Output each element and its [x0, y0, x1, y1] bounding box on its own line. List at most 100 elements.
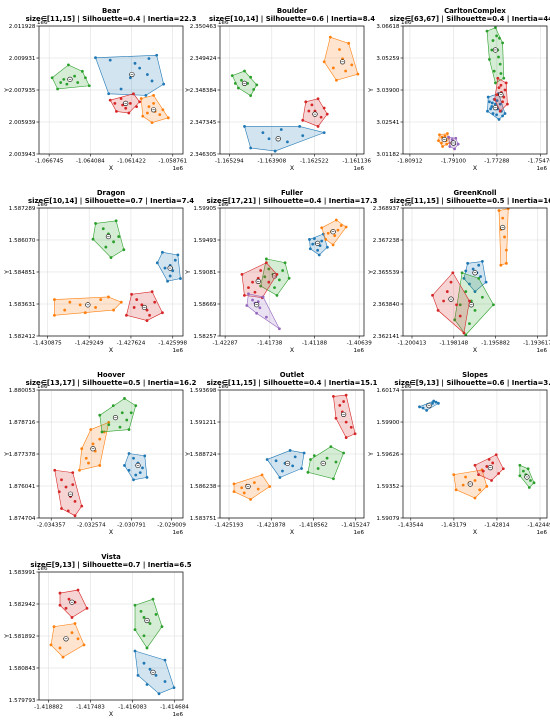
y-tick-label: 1.583751	[190, 516, 217, 522]
data-point	[52, 625, 56, 629]
data-point	[107, 295, 110, 299]
data-point	[498, 62, 502, 66]
data-point	[139, 97, 143, 100]
data-point	[166, 279, 169, 283]
x-offset-label: 1e6	[172, 348, 183, 354]
data-point	[492, 69, 496, 73]
data-point	[445, 290, 449, 293]
panel-title: size∈[9,13] | Silhouette=0.6 | Inertia=3…	[394, 379, 550, 388]
x-tick-label: -1.198148	[439, 341, 468, 347]
data-point	[256, 487, 260, 491]
x-offset-label: 1e6	[353, 530, 364, 536]
data-point	[308, 238, 311, 241]
y-tick-label: 2.362141	[373, 334, 400, 340]
x-tick-label: -1.40639	[347, 341, 373, 347]
data-point	[108, 98, 112, 102]
data-point	[438, 133, 441, 137]
y-axis-label: Y	[368, 88, 375, 93]
cluster-2	[230, 69, 259, 98]
panel-title: GreenKnoll	[453, 189, 496, 197]
data-point	[73, 622, 77, 625]
data-point	[242, 491, 246, 495]
data-point	[119, 300, 123, 304]
x-tick-label: -1.43544	[398, 523, 424, 529]
data-point	[464, 475, 467, 479]
data-point	[277, 327, 281, 331]
data-point	[432, 399, 436, 403]
data-point	[353, 432, 357, 436]
data-point	[100, 430, 104, 434]
data-point	[265, 458, 269, 461]
x-tick-label: -1.163908	[257, 159, 286, 165]
data-point	[98, 413, 102, 417]
data-point	[494, 26, 497, 30]
data-point	[147, 105, 151, 108]
data-point	[245, 304, 249, 307]
data-point	[253, 481, 256, 485]
data-point	[281, 269, 285, 272]
data-point	[108, 58, 112, 62]
data-point	[50, 76, 54, 80]
data-point	[58, 591, 62, 595]
data-point	[485, 29, 489, 33]
y-axis-label: Y	[4, 270, 11, 275]
data-point	[418, 405, 421, 409]
data-point	[109, 256, 113, 259]
cluster-3	[332, 393, 357, 439]
data-point	[117, 235, 121, 238]
data-point	[120, 411, 124, 415]
data-point	[342, 451, 346, 455]
data-point	[128, 101, 132, 105]
cluster-2	[518, 463, 536, 489]
data-point	[331, 66, 335, 70]
data-point	[468, 322, 471, 325]
x-tick-label: -1.42449	[527, 523, 550, 529]
data-point	[57, 490, 61, 494]
data-point	[53, 298, 56, 301]
data-point	[497, 472, 501, 475]
data-point	[138, 100, 142, 104]
data-point	[312, 237, 316, 241]
data-point	[324, 238, 328, 241]
x-tick-label: -1.425193	[215, 523, 244, 529]
data-point	[501, 114, 504, 118]
data-point	[249, 146, 253, 150]
y-tick-label: 2.005939	[9, 120, 36, 126]
data-point	[487, 458, 491, 461]
y-tick-label: 1.60174	[376, 388, 400, 394]
data-point	[344, 436, 348, 439]
data-point	[491, 112, 495, 115]
cluster-hull	[134, 598, 163, 649]
data-point	[264, 261, 268, 265]
panel-title: size∈[17,21] | Silhouette=0.4 | Inertia=…	[207, 197, 378, 206]
x-tick-label: -2.032574	[77, 523, 106, 529]
y-offset-label: 1e6	[37, 566, 48, 572]
data-point	[526, 467, 530, 471]
cluster-0	[462, 260, 488, 293]
data-point	[264, 257, 268, 261]
data-point	[107, 423, 111, 427]
y-tick-label: 1.59081	[193, 270, 217, 276]
x-tick-label: -1.79100	[441, 159, 467, 165]
cluster-0	[418, 399, 440, 412]
data-point	[283, 261, 287, 265]
data-point	[452, 473, 456, 477]
x-tick-label: -2.029009	[157, 523, 186, 529]
x-axis-label: X	[290, 347, 295, 354]
cluster-3	[58, 588, 89, 619]
data-point	[342, 400, 346, 403]
data-point	[468, 282, 471, 286]
data-point	[496, 76, 500, 80]
y-tick-label: 2.365539	[373, 270, 400, 276]
y-axis-label: Y	[368, 270, 375, 275]
y-offset-label: 1e6	[37, 384, 48, 390]
data-point	[68, 300, 72, 304]
data-point	[249, 94, 253, 98]
data-point	[107, 92, 111, 96]
data-point	[261, 131, 265, 135]
y-tick-label: 1.876041	[9, 484, 36, 490]
data-point	[504, 81, 508, 85]
y-tick-label: 2.368937	[373, 206, 400, 212]
